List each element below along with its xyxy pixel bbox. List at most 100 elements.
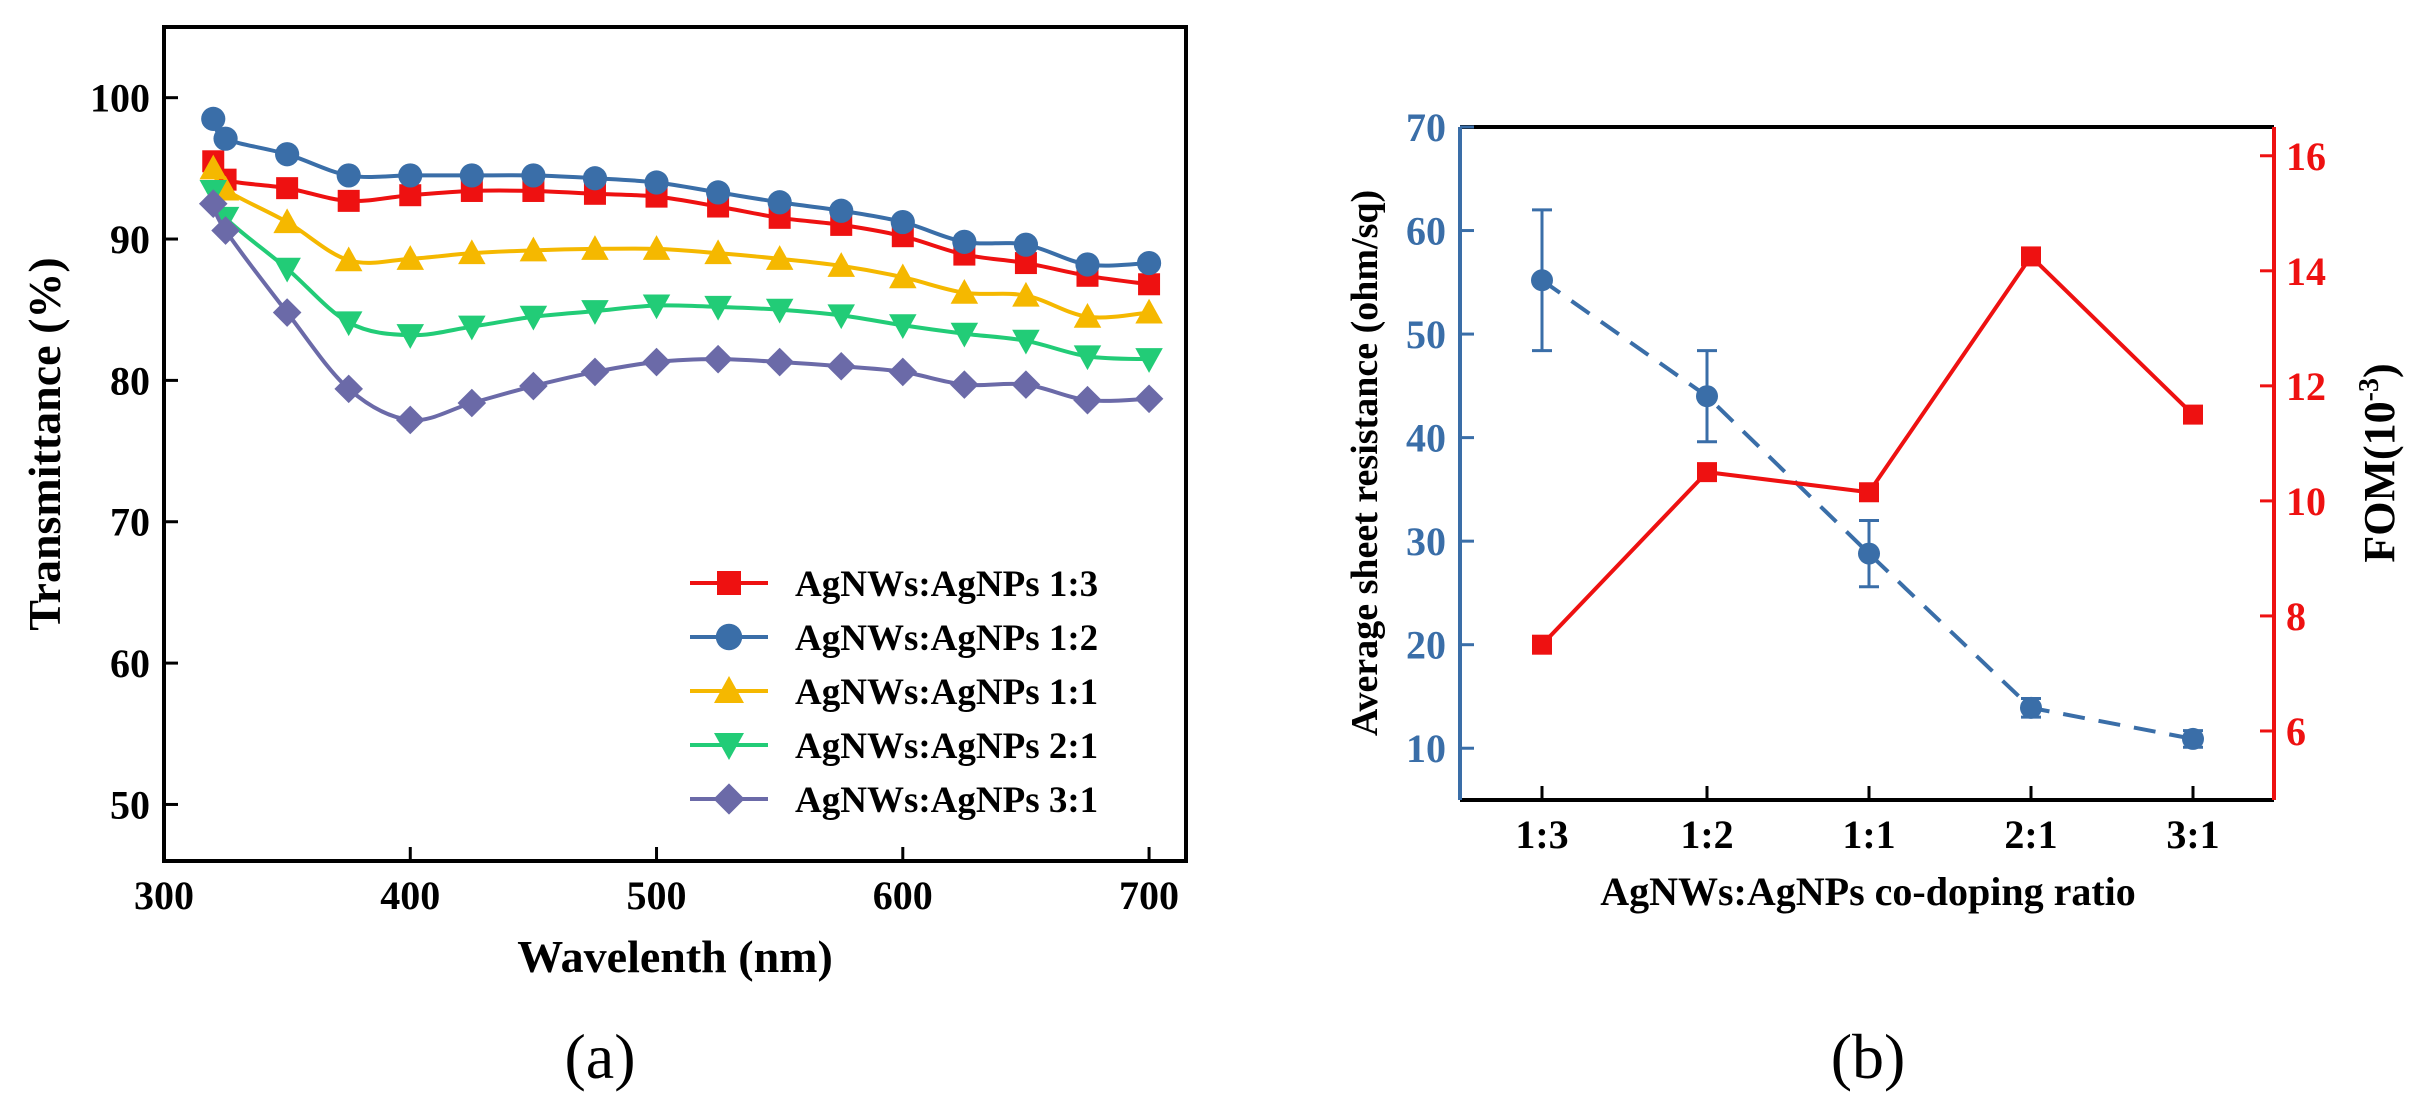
- panel-a-y-tick-label: 90: [110, 217, 150, 262]
- panel-b-right-tick-label: 12: [2286, 364, 2326, 409]
- panel-b-left-tick-label: 20: [1406, 623, 1446, 668]
- panel-b-left-axis-label: Average sheet resistance (ohm/sq): [1344, 190, 1386, 736]
- fom-label-exponent: -3: [2354, 378, 2385, 401]
- panel-a-y-tick-label: 60: [110, 641, 150, 686]
- panel-a-data-point: [198, 189, 228, 218]
- panel-a-legend: AgNWs:AgNPs 1:3 AgNWs:AgNPs 1:2 AgNWs:AgNP…: [690, 564, 1098, 821]
- panel-a-data-point: [1136, 250, 1162, 276]
- panel-b-resistance-point: [1858, 542, 1880, 565]
- panel-a-data-point: [765, 298, 794, 324]
- panel-a-data-point: [582, 166, 608, 191]
- panel-b-resistance-fom-chart: 1:3 1:2 1:1 2:1 3:1 10 20 30 40 50 60 70 6 8 10 12 14 1…: [1344, 105, 2404, 1092]
- panel-a-data-point: [827, 252, 855, 277]
- panel-b-label: (b): [1831, 1021, 1906, 1092]
- panel-b-left-tick-label: 30: [1406, 519, 1446, 564]
- panel-b-x-tick-label: 1:1: [1842, 812, 1895, 857]
- panel-b-right-tick-label: 8: [2286, 594, 2306, 639]
- panel-a-data-point: [275, 142, 300, 167]
- panel-a-data-point: [458, 239, 486, 265]
- panel-a-data-point: [950, 370, 979, 399]
- legend-label: AgNWs:AgNPs 1:3: [795, 564, 1098, 605]
- panel-a-data-point: [581, 235, 609, 260]
- panel-a-data-point: [642, 235, 671, 260]
- panel-b-resistance-point: [1696, 385, 1718, 408]
- panel-a-x-tick-label: 700: [1119, 873, 1179, 918]
- panel-b-x-ticks: 1:3 1:2 1:1 2:1 3:1: [1515, 786, 2220, 857]
- legend-label: AgNWs:AgNPs 1:2: [795, 618, 1098, 659]
- panel-a-data-point: [704, 295, 732, 321]
- panel-b-x-tick-label: 1:2: [1680, 812, 1733, 857]
- panel-b-right-ticks: 6 8 10 12 14 16: [2260, 134, 2326, 754]
- panel-a-series-line: [211, 202, 1150, 423]
- panel-a-data-point: [199, 154, 228, 180]
- panel-a-data-point: [276, 177, 299, 200]
- panel-a-legend-entry: AgNWs:AgNPs 2:1: [690, 726, 1098, 767]
- panel-a-data-point: [889, 263, 917, 289]
- fom-label-close: ): [2355, 363, 2404, 378]
- panel-a-x-tick-label: 600: [873, 873, 933, 918]
- panel-a-data-point: [829, 198, 854, 223]
- panel-b-resistance-point: [2182, 727, 2204, 750]
- panel-a-data-point: [950, 322, 979, 348]
- panel-a-x-tick-label: 300: [134, 873, 194, 918]
- panel-a-series-3: [199, 154, 1163, 328]
- panel-a-data-point: [889, 314, 917, 340]
- panel-a-data-point: [642, 294, 671, 320]
- panel-a-data-point: [273, 257, 301, 283]
- panel-a-data-point: [272, 298, 302, 327]
- panel-a-legend-entry: AgNWs:AgNPs 3:1: [690, 780, 1098, 821]
- panel-a-series-line: [211, 190, 1150, 362]
- panel-a-x-ticks: 300 400 500 600 700: [134, 847, 1179, 918]
- legend-marker: [714, 676, 744, 703]
- panel-a-data-point: [519, 371, 548, 401]
- panel-b-left-ticks: 10 20 30 40 50 60 70: [1406, 105, 1474, 771]
- panel-a-data-point: [642, 347, 671, 377]
- panel-a-data-point: [704, 239, 732, 265]
- panel-b-right-axis-label: FOM(10-3): [2354, 363, 2404, 562]
- panel-a-data-point: [1135, 298, 1163, 324]
- panel-a-data-point: [644, 170, 669, 195]
- panel-a-data-point: [950, 278, 979, 304]
- panel-a-data-point: [1075, 252, 1100, 277]
- panel-a-data-point: [334, 311, 363, 337]
- panel-a-series: [198, 106, 1164, 435]
- legend-marker: [713, 783, 745, 815]
- panel-a-y-axis-label: Transmittance (%): [19, 257, 70, 630]
- panel-a-legend-entry: AgNWs:AgNPs 1:1: [690, 672, 1098, 713]
- panel-a-series-5: [198, 189, 1164, 435]
- panel-a-data-point: [765, 245, 794, 270]
- legend-label: AgNWs:AgNPs 2:1: [795, 726, 1098, 767]
- panel-a-data-point: [334, 374, 363, 404]
- panel-b-series-fom: [1532, 246, 2203, 655]
- panel-a-data-point: [1134, 384, 1164, 414]
- panel-b-left-tick-label: 70: [1406, 105, 1446, 150]
- panel-a-data-point: [1073, 303, 1102, 328]
- panel-b-series: [1531, 208, 2204, 750]
- panel-a-data-point: [1012, 281, 1040, 307]
- panel-b-x-tick-label: 3:1: [2166, 812, 2219, 857]
- panel-a-y-tick-label: 100: [90, 76, 150, 121]
- panel-a-data-point: [211, 216, 240, 245]
- panel-a-plot-frame: [162, 25, 1188, 863]
- panel-a-transmittance-chart: 300 400 500 600 700 50 60 70 80 90 100 AgNWs:AgNP…: [19, 25, 1188, 1092]
- panel-a-data-point: [705, 180, 731, 205]
- panel-a-data-point: [336, 163, 361, 188]
- panel-a-x-axis-label: Wavelenth (nm): [517, 931, 833, 982]
- panel-a-data-point: [952, 229, 977, 254]
- panel-a-data-point: [1073, 385, 1102, 415]
- panel-a-y-tick-label: 50: [110, 782, 150, 827]
- panel-a-data-point: [521, 163, 546, 188]
- panel-a-data-point: [827, 304, 855, 330]
- panel-a-data-point: [703, 344, 733, 374]
- legend-marker: [714, 733, 744, 760]
- panel-a-data-point: [273, 208, 301, 234]
- panel-a-data-point: [458, 315, 486, 341]
- panel-a-x-tick-label: 500: [627, 873, 687, 918]
- panel-a-data-point: [334, 246, 363, 272]
- panel-a-legend-entry: AgNWs:AgNPs 1:3: [690, 564, 1098, 605]
- panel-b-resistance-line: [1540, 278, 2194, 741]
- panel-a-data-point: [888, 357, 918, 387]
- panel-a-data-point: [459, 163, 484, 188]
- panel-a-data-point: [581, 300, 609, 325]
- panel-a-data-point: [1135, 348, 1163, 373]
